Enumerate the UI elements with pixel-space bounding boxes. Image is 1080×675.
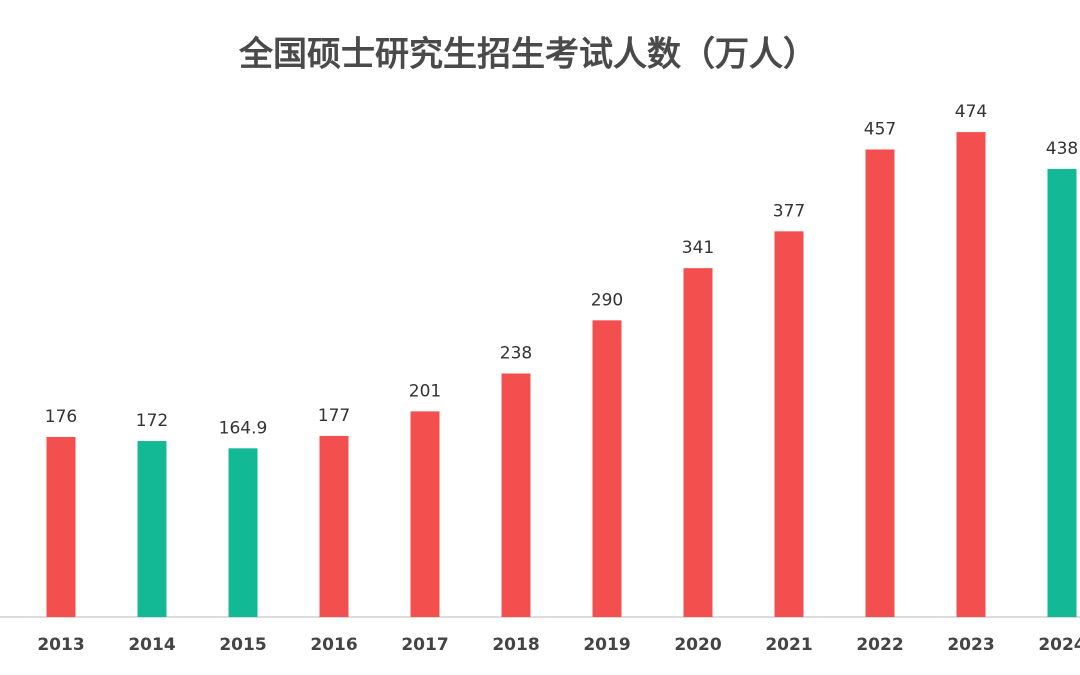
value-label: 172 [136,411,168,431]
value-label: 457 [864,119,896,139]
x-tick-label: 2019 [583,635,630,655]
bar [774,231,804,618]
x-tick-label: 2023 [947,635,994,655]
bar [501,373,531,617]
bar [956,132,986,617]
x-tick-label: 2017 [401,635,448,655]
x-tick-label: 2015 [219,635,266,655]
value-label: 438 [1046,139,1078,159]
value-label: 341 [682,238,714,258]
value-label: 176 [45,407,77,427]
bar [319,435,349,617]
bar [1047,168,1077,617]
x-tick-label: 2020 [674,635,721,655]
bar [137,441,167,617]
bar [865,149,895,617]
x-tick-label: 2016 [310,635,357,655]
value-label: 290 [591,290,623,310]
x-tick-label: 2018 [492,635,539,655]
bar [228,448,258,617]
x-tick-label: 2024 [1038,635,1080,655]
chart-title: 全国硕士研究生招生考试人数（万人） [238,35,817,75]
value-label: 164.9 [219,418,268,438]
x-tick-label: 2014 [128,635,175,655]
x-tick-label: 2013 [37,635,84,655]
x-tick-label: 2021 [765,635,812,655]
value-label: 177 [318,406,350,426]
bar [46,436,76,617]
x-tick-label: 2022 [856,635,903,655]
value-label: 201 [409,381,441,401]
bar [592,320,622,617]
bar [410,411,440,617]
bar [683,268,713,617]
value-label: 377 [773,201,805,221]
value-label: 474 [955,102,987,122]
value-label: 238 [500,344,532,364]
